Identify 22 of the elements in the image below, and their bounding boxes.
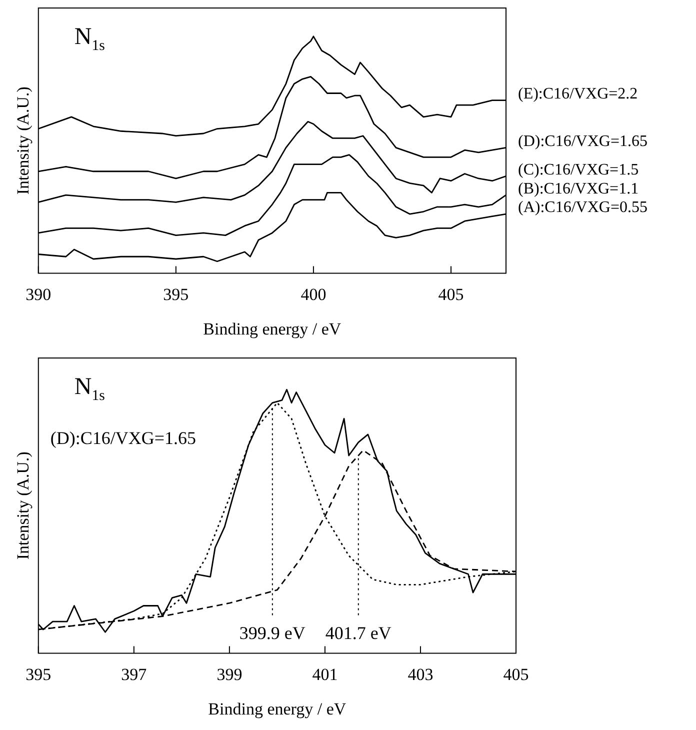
x-tick-label: 390 xyxy=(26,284,52,304)
x-tick-label: 401 xyxy=(312,664,338,684)
x-axis-title: Binding energy / eV xyxy=(208,699,347,718)
x-tick-label: 400 xyxy=(300,284,326,304)
series-label: (B):C16/VXG=1.1 xyxy=(518,180,639,198)
series-label: (E):C16/VXG=2.2 xyxy=(518,86,638,103)
series-label: (D):C16/VXG=1.65 xyxy=(518,132,648,150)
series-label: (C):C16/VXG=1.5 xyxy=(518,161,639,178)
y-axis-title: Intensity (A.U.) xyxy=(14,452,33,560)
y-axis-title: Intensity (A.U.) xyxy=(14,86,33,195)
x-tick-label: 395 xyxy=(163,284,189,304)
x-tick-label: 405 xyxy=(438,284,464,304)
x-tick-label: 403 xyxy=(408,664,434,684)
annotation: (D):C16/VXG=1.65 xyxy=(50,428,196,448)
x-axis-title: Binding energy / eV xyxy=(203,319,342,338)
x-tick-label: 397 xyxy=(121,664,148,684)
series-label: (A):C16/VXG=0.55 xyxy=(518,199,648,216)
ref-line-label: 399.9 eV xyxy=(239,623,306,644)
x-tick-label: 399 xyxy=(216,664,242,684)
ref-line-label: 401.7 eV xyxy=(325,623,392,644)
x-tick-label: 405 xyxy=(503,664,529,684)
x-tick-label: 395 xyxy=(26,664,52,684)
